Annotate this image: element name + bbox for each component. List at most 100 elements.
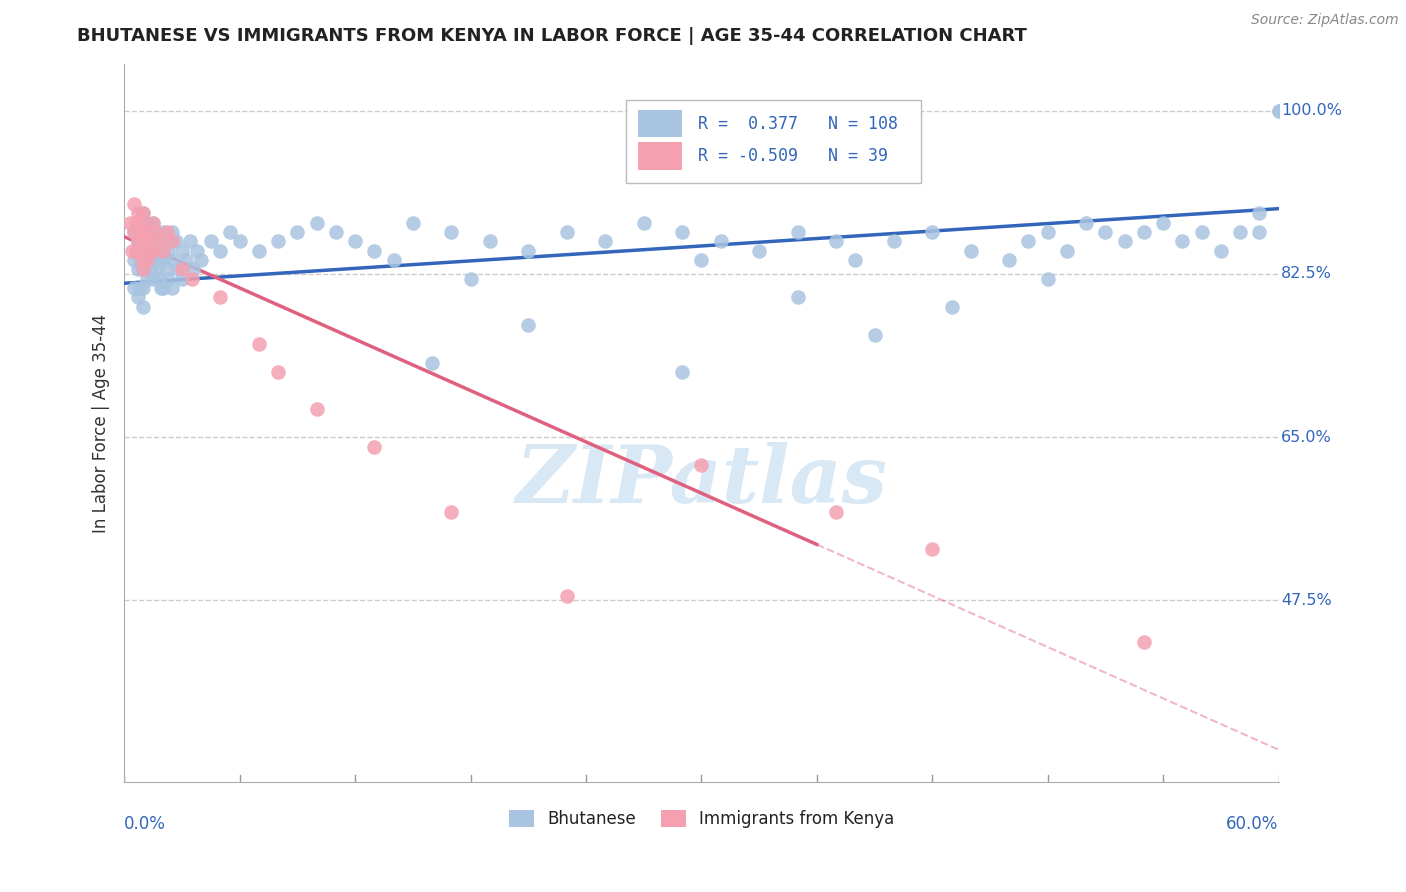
Point: [122, 197, 145, 211]
Point: [517, 318, 540, 333]
Text: ZIPatlas: ZIPatlas: [516, 442, 887, 519]
Point: [131, 252, 153, 267]
Point: [152, 252, 174, 267]
Point: [132, 225, 155, 239]
Point: [690, 458, 713, 473]
Point: [142, 216, 165, 230]
Point: [131, 225, 153, 239]
FancyBboxPatch shape: [627, 100, 921, 183]
Point: [179, 235, 201, 249]
Point: [209, 290, 232, 304]
Point: [118, 216, 141, 230]
Point: [1249, 225, 1271, 239]
Point: [136, 225, 159, 239]
Point: [138, 235, 160, 249]
Point: [138, 225, 160, 239]
Point: [710, 235, 733, 249]
Point: [247, 244, 270, 258]
Point: [142, 271, 165, 285]
Point: [190, 252, 212, 267]
Point: [382, 252, 405, 267]
Point: [1133, 225, 1156, 239]
Point: [555, 225, 578, 239]
Point: [183, 262, 205, 277]
Point: [142, 216, 165, 230]
Point: [155, 225, 177, 239]
Point: [344, 235, 367, 249]
Point: [125, 216, 148, 230]
Point: [593, 235, 616, 249]
Point: [402, 216, 425, 230]
Point: [186, 244, 208, 258]
Point: [170, 244, 193, 258]
Point: [1191, 225, 1213, 239]
Point: [127, 235, 149, 249]
Point: [122, 252, 145, 267]
Point: [671, 225, 693, 239]
Text: 82.5%: 82.5%: [1281, 267, 1331, 282]
Point: [825, 505, 848, 519]
Point: [959, 244, 981, 258]
Point: [690, 252, 713, 267]
Point: [136, 252, 159, 267]
Point: [157, 271, 180, 285]
Bar: [638, 143, 682, 169]
Point: [138, 252, 160, 267]
Point: [121, 244, 143, 258]
Point: [127, 235, 149, 249]
Point: [786, 225, 808, 239]
Legend: Bhutanese, Immigrants from Kenya: Bhutanese, Immigrants from Kenya: [502, 804, 901, 835]
Point: [162, 281, 184, 295]
Point: [219, 225, 242, 239]
Point: [247, 337, 270, 351]
Point: [921, 542, 943, 557]
Point: [146, 262, 169, 277]
Point: [132, 206, 155, 220]
Point: [200, 235, 222, 249]
Point: [132, 281, 155, 295]
Point: [1133, 635, 1156, 649]
Point: [844, 252, 866, 267]
Point: [162, 235, 184, 249]
Point: [142, 244, 165, 258]
Point: [863, 327, 886, 342]
Point: [162, 225, 184, 239]
Point: [440, 225, 463, 239]
Point: [141, 262, 163, 277]
Point: [157, 244, 180, 258]
Text: R =  0.377   N = 108: R = 0.377 N = 108: [697, 115, 898, 133]
Point: [1267, 103, 1289, 118]
Point: [1267, 103, 1289, 118]
Point: [148, 271, 170, 285]
Point: [128, 216, 150, 230]
Point: [132, 300, 155, 314]
Point: [122, 225, 145, 239]
Bar: [638, 110, 682, 137]
Point: [440, 505, 463, 519]
Point: [941, 300, 963, 314]
Point: [143, 252, 166, 267]
Point: [1036, 225, 1059, 239]
Point: [128, 252, 150, 267]
Point: [132, 206, 155, 220]
Point: [132, 244, 155, 258]
Point: [132, 235, 155, 249]
Point: [162, 252, 184, 267]
Point: [122, 225, 145, 239]
Text: 100.0%: 100.0%: [1281, 103, 1341, 119]
Point: [1114, 235, 1136, 249]
Point: [363, 244, 385, 258]
Point: [921, 225, 943, 239]
Point: [148, 244, 170, 258]
Point: [180, 271, 202, 285]
Point: [174, 252, 197, 267]
Point: [825, 235, 848, 249]
Point: [517, 244, 540, 258]
Point: [671, 365, 693, 379]
Point: [149, 252, 172, 267]
Point: [1036, 271, 1059, 285]
Point: [132, 262, 155, 277]
Point: [143, 225, 166, 239]
Point: [136, 244, 159, 258]
Point: [1018, 235, 1040, 249]
